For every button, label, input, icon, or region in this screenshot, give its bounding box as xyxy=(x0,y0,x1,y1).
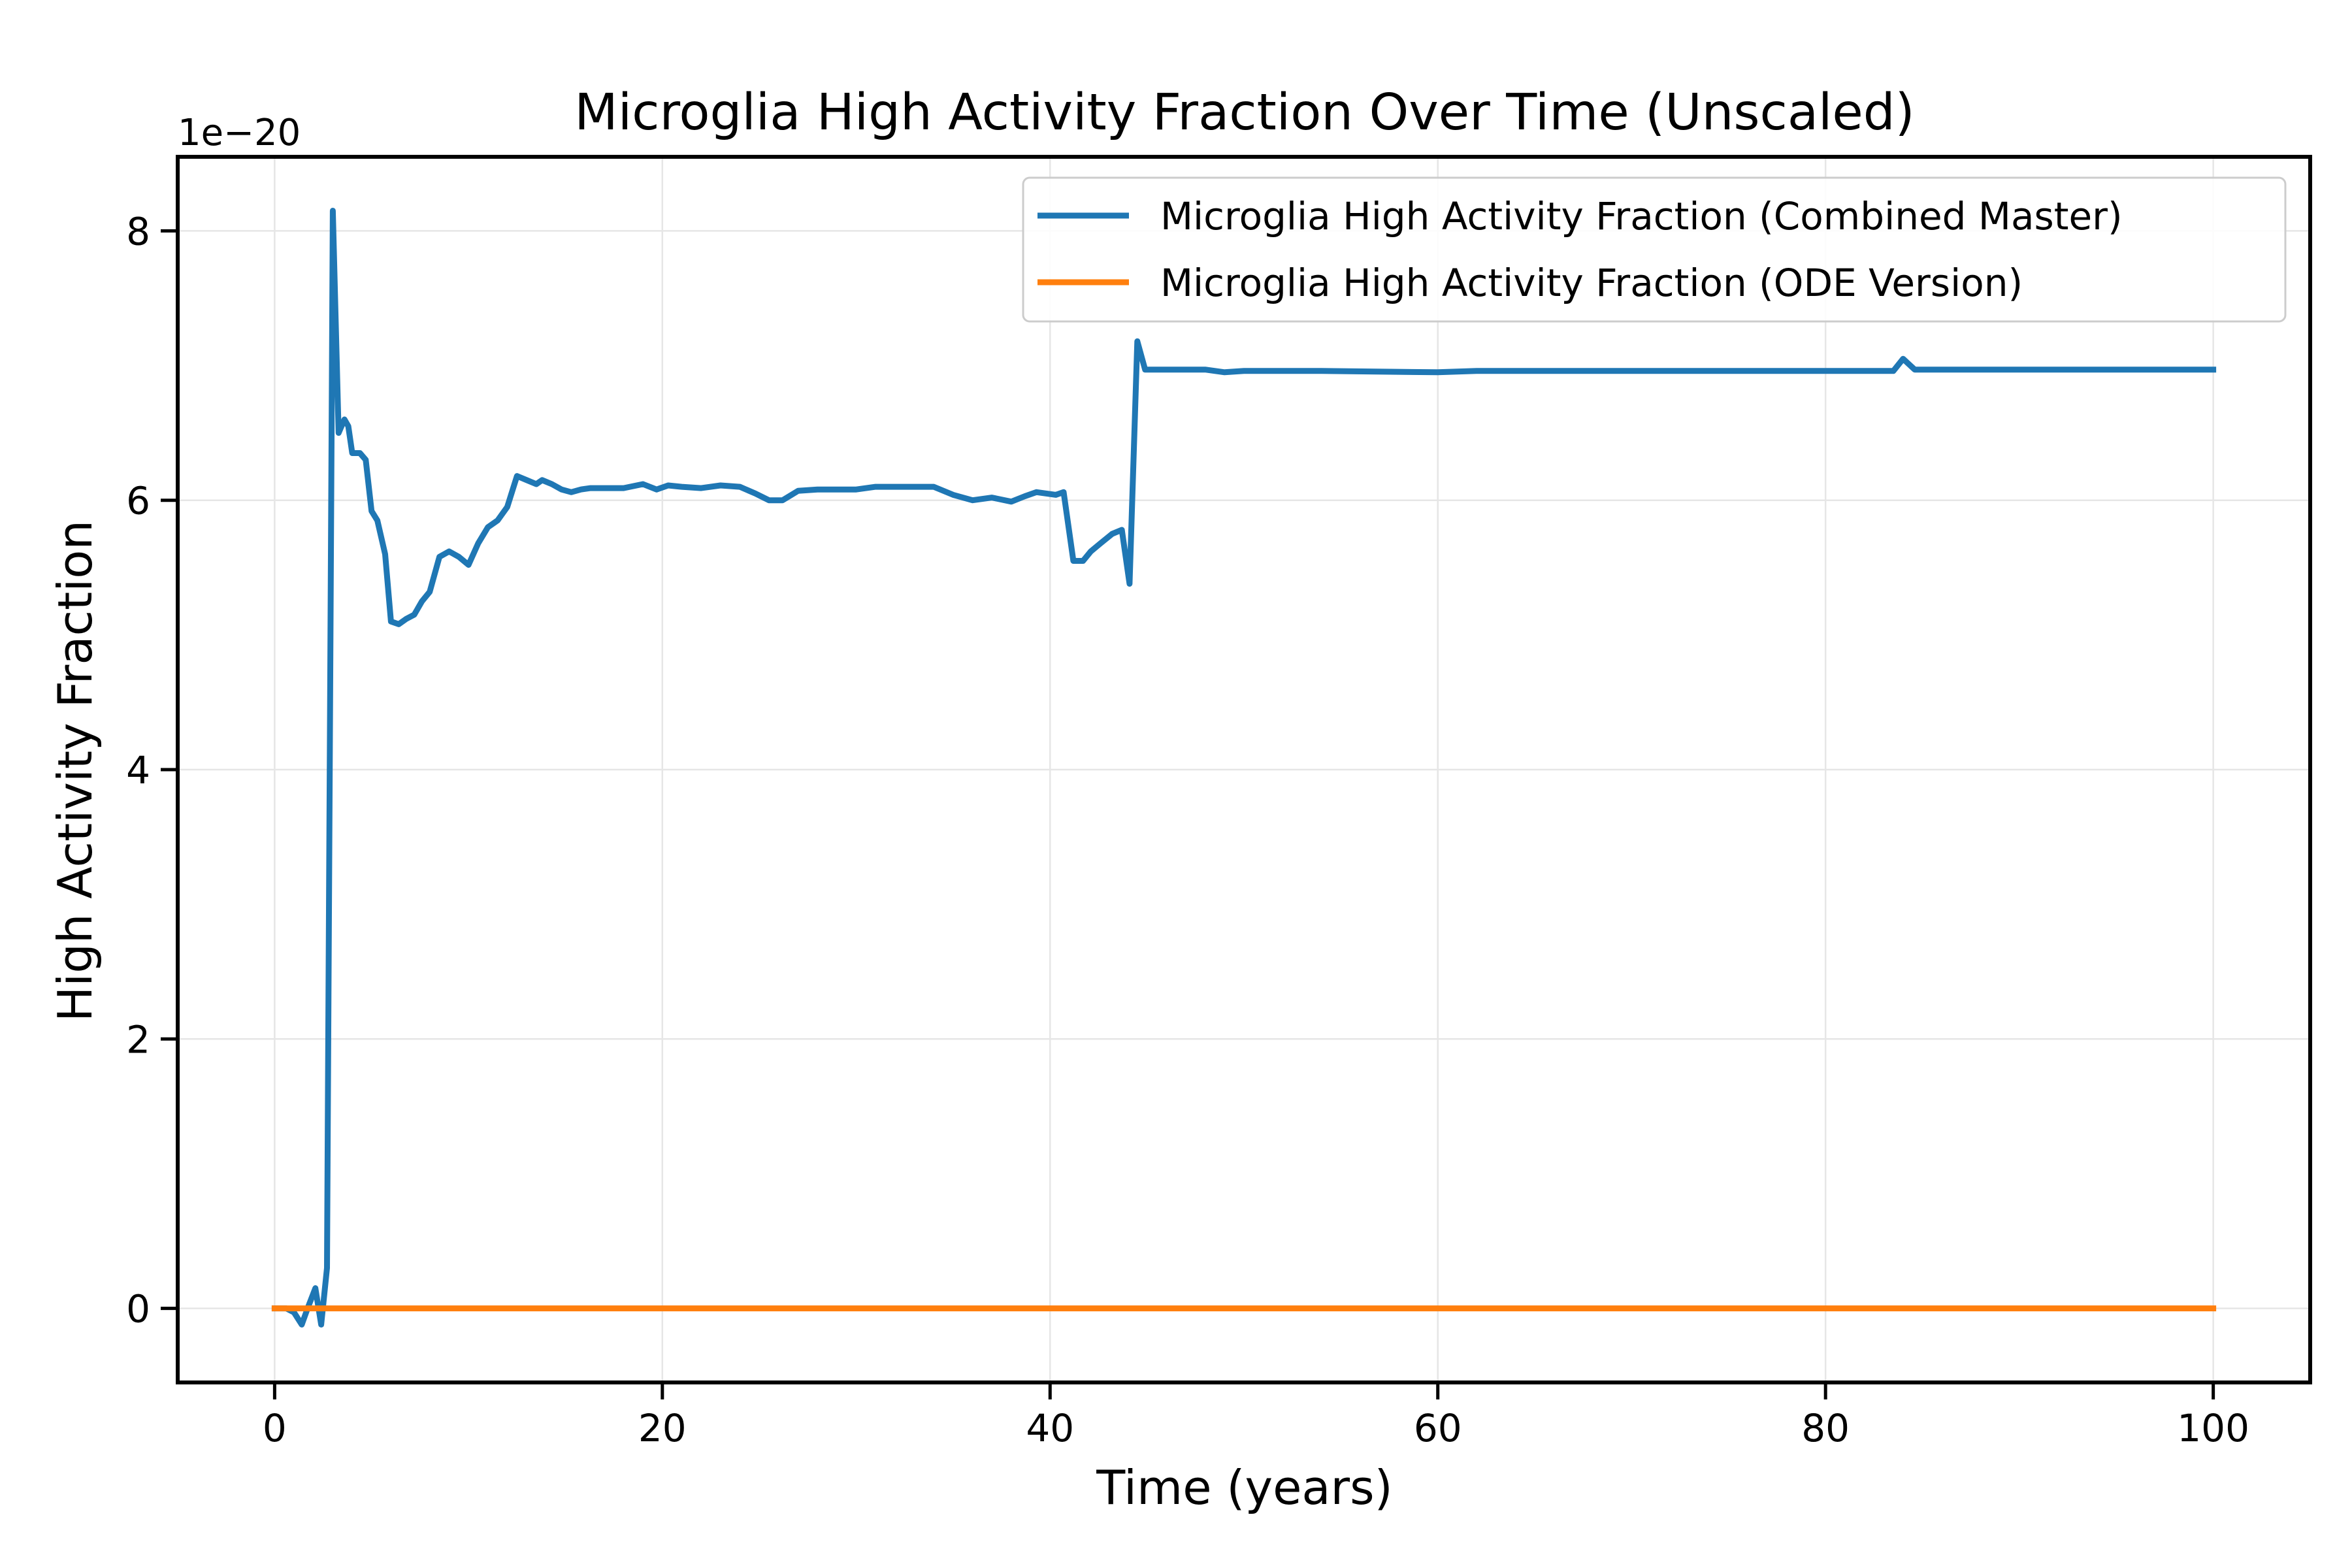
legend-label: Microglia High Activity Fraction (Combin… xyxy=(1160,194,2123,238)
x-tick-label: 60 xyxy=(1414,1406,1462,1450)
x-tick-label: 100 xyxy=(2177,1406,2249,1450)
x-axis-label: Time (years) xyxy=(1096,1460,1392,1515)
y-tick-label: 6 xyxy=(126,479,150,523)
legend-box xyxy=(1022,176,2287,323)
x-tick-label: 20 xyxy=(638,1406,687,1450)
x-tick-label: 40 xyxy=(1026,1406,1074,1450)
y-tick-label: 8 xyxy=(126,209,150,253)
legend-label: Microglia High Activity Fraction (ODE Ve… xyxy=(1160,261,2023,305)
x-tick-label: 80 xyxy=(1801,1406,1850,1450)
y-tick-label: 0 xyxy=(126,1287,150,1331)
series-line-combined-master xyxy=(271,208,2217,1328)
legend: Microglia High Activity Fraction (Combin… xyxy=(1022,176,2287,323)
x-tick-label: 0 xyxy=(263,1406,287,1450)
y-tick-label: 4 xyxy=(126,748,150,792)
axis-ticks: 0 20 40 60 80 100 0 2 4 6 8 xyxy=(126,209,2249,1450)
y-offset-label: 1e−20 xyxy=(178,112,301,154)
plot-lines xyxy=(271,208,2217,1328)
y-axis-label: High Activity Fraction xyxy=(48,520,103,1022)
chart-title: Microglia High Activity Fraction Over Ti… xyxy=(574,84,1914,142)
y-tick-label: 2 xyxy=(126,1017,150,1062)
